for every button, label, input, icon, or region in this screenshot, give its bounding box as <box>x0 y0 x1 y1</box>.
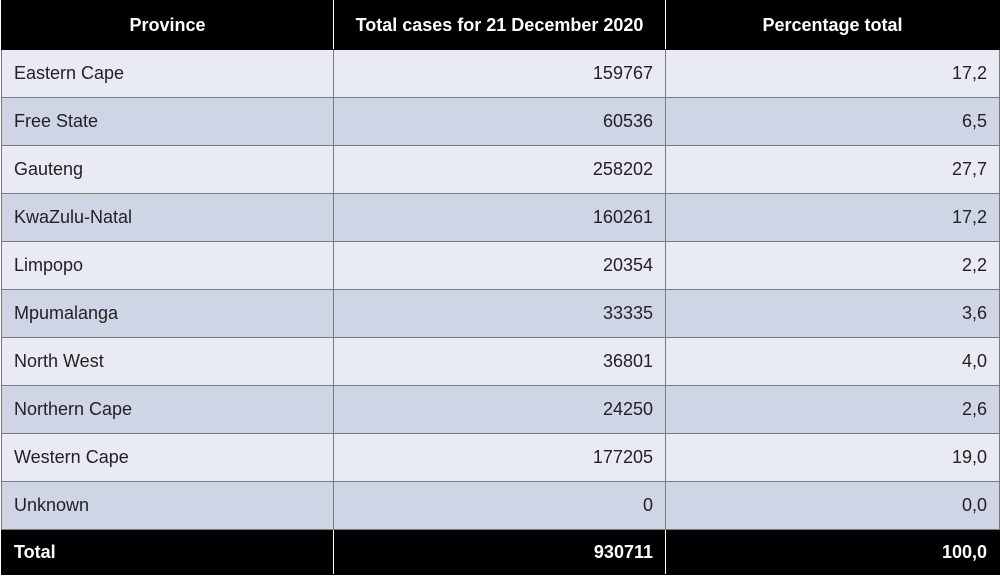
total-cases-cell: 177205 <box>333 433 666 482</box>
percentage-cell: 0,0 <box>665 481 1000 530</box>
table-row: Gauteng 258202 27,7 <box>1 145 1000 194</box>
table-row: Unknown 0 0,0 <box>1 481 1000 530</box>
total-cases-cell: 0 <box>333 481 666 530</box>
total-cases-cell: 258202 <box>333 145 666 194</box>
percentage-cell: 17,2 <box>665 49 1000 98</box>
header-row: Province Total cases for 21 December 202… <box>1 0 1000 50</box>
cases-table: Province Total cases for 21 December 202… <box>1 0 1000 575</box>
percentage-cell: 2,6 <box>665 385 1000 434</box>
table-row: Western Cape 177205 19,0 <box>1 433 1000 482</box>
province-cell: Mpumalanga <box>1 289 334 338</box>
table-row: Free State 60536 6,5 <box>1 97 1000 146</box>
column-header-province: Province <box>1 0 334 50</box>
province-cell: North West <box>1 337 334 386</box>
percentage-cell: 2,2 <box>665 241 1000 290</box>
table-row: Limpopo 20354 2,2 <box>1 241 1000 290</box>
column-header-total-cases: Total cases for 21 December 2020 <box>333 0 666 50</box>
percentage-cell: 3,6 <box>665 289 1000 338</box>
total-cases-cell: 20354 <box>333 241 666 290</box>
province-cell: Gauteng <box>1 145 334 194</box>
total-row: Total 930711 100,0 <box>1 529 1000 575</box>
total-cases-cell: 60536 <box>333 97 666 146</box>
percentage-cell: 19,0 <box>665 433 1000 482</box>
table-row: Eastern Cape 159767 17,2 <box>1 49 1000 98</box>
total-percentage-value: 100,0 <box>665 529 1000 575</box>
column-header-percentage: Percentage total <box>665 0 1000 50</box>
total-cases-value: 930711 <box>333 529 666 575</box>
total-cases-cell: 33335 <box>333 289 666 338</box>
province-cell: Northern Cape <box>1 385 334 434</box>
table-row: Mpumalanga 33335 3,6 <box>1 289 1000 338</box>
total-cases-cell: 24250 <box>333 385 666 434</box>
total-label: Total <box>1 529 334 575</box>
percentage-cell: 4,0 <box>665 337 1000 386</box>
province-cell: Western Cape <box>1 433 334 482</box>
province-cell: KwaZulu-Natal <box>1 193 334 242</box>
percentage-cell: 6,5 <box>665 97 1000 146</box>
table-row: Northern Cape 24250 2,6 <box>1 385 1000 434</box>
province-cell: Free State <box>1 97 334 146</box>
table-row: North West 36801 4,0 <box>1 337 1000 386</box>
table-row: KwaZulu-Natal 160261 17,2 <box>1 193 1000 242</box>
percentage-cell: 27,7 <box>665 145 1000 194</box>
total-cases-cell: 159767 <box>333 49 666 98</box>
province-cell: Eastern Cape <box>1 49 334 98</box>
province-cell: Unknown <box>1 481 334 530</box>
percentage-cell: 17,2 <box>665 193 1000 242</box>
province-cell: Limpopo <box>1 241 334 290</box>
total-cases-cell: 160261 <box>333 193 666 242</box>
total-cases-cell: 36801 <box>333 337 666 386</box>
